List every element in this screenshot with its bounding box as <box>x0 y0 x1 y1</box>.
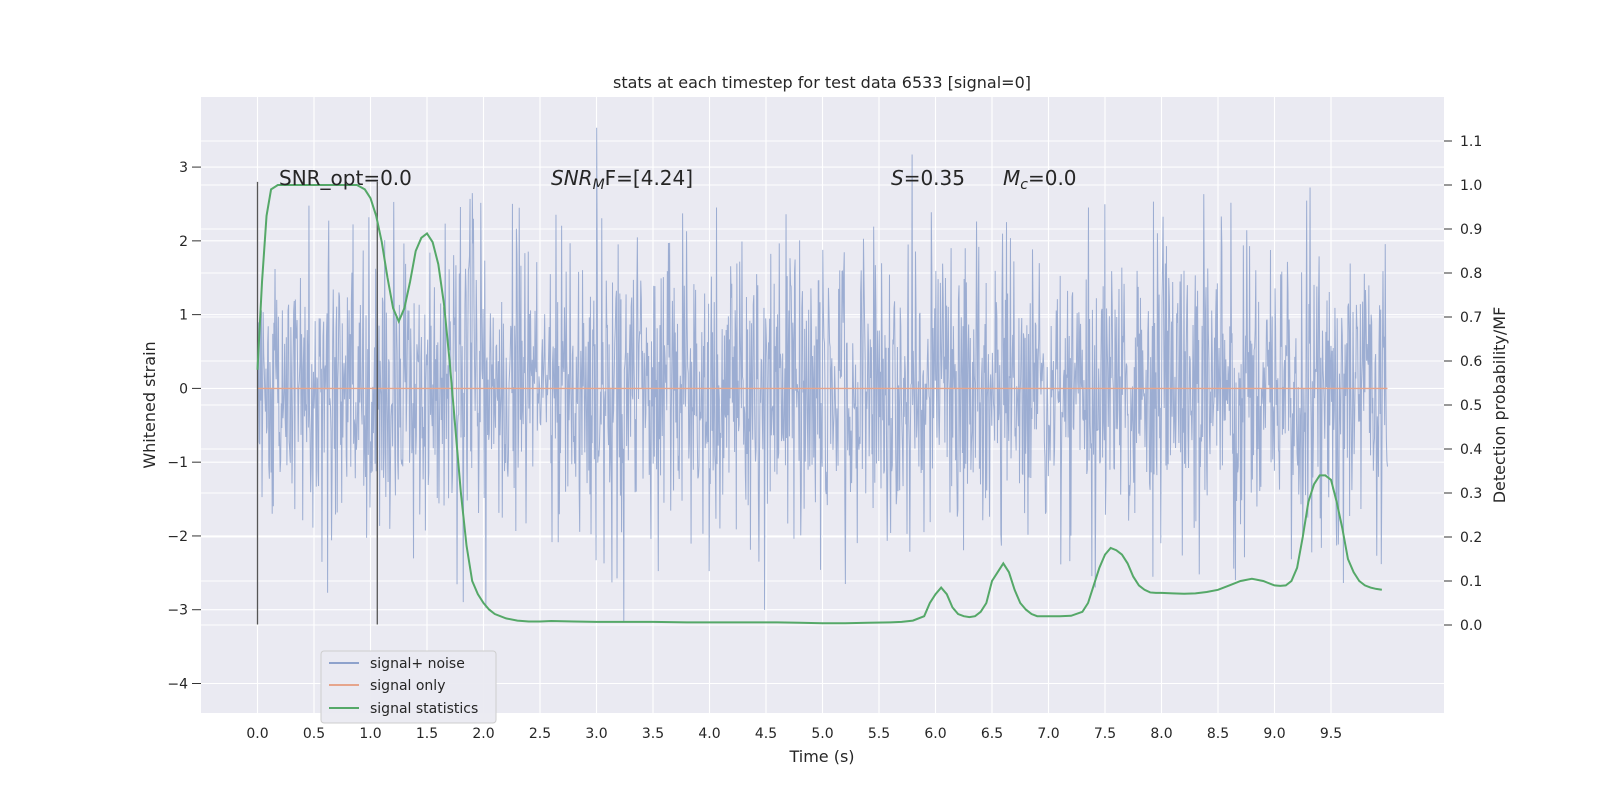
mc-subscript: c <box>1020 177 1028 193</box>
x-tick-label: 8.5 <box>1207 726 1229 742</box>
x-tick-label: 1.5 <box>416 726 438 742</box>
x-axis-label: Time (s) <box>788 747 854 766</box>
x-tick-label: 9.5 <box>1320 726 1342 742</box>
signal-noise-line <box>257 127 1388 622</box>
y-right-tick-label: 0.8 <box>1460 266 1482 282</box>
legend-label-signal-noise: signal+ noise <box>370 656 465 672</box>
annotation-snr-mf: SNRMF=[4.24] <box>551 166 693 193</box>
y-right-tick-label: 0.1 <box>1460 574 1482 590</box>
y-right-tick-label: 0.6 <box>1460 354 1482 370</box>
y-right-tick-label: 0.3 <box>1460 486 1482 502</box>
y-right-axis-label: Detection probability/MF <box>1490 307 1509 504</box>
x-tick-label: 5.0 <box>811 726 833 742</box>
x-tick-label: 6.0 <box>924 726 946 742</box>
y-right-tick-label: 1.0 <box>1460 178 1482 194</box>
signal-statistics-series <box>256 184 1383 625</box>
signal-statistics-line <box>256 184 1383 625</box>
x-tick-label: 1.0 <box>359 726 381 742</box>
y-tick-label: −3 <box>167 603 188 619</box>
y-right-tick-label: 0.9 <box>1460 222 1482 238</box>
x-tick-label: 6.5 <box>981 726 1003 742</box>
annotation-snr-opt: SNR_opt=0.0 <box>279 166 412 190</box>
snr-mf-value: F=[4.24] <box>605 166 693 190</box>
y-tick-label: 2 <box>179 234 188 250</box>
x-tick-label: 2.0 <box>472 726 494 742</box>
legend-label-signal-only: signal only <box>370 678 445 694</box>
y-axis-label: Whitened strain <box>140 341 159 468</box>
y-tick-label: −2 <box>167 529 188 545</box>
x-tick-label: 3.5 <box>642 726 664 742</box>
y-right-tick-label: 0.5 <box>1460 398 1482 414</box>
mc-symbol: M <box>1003 166 1020 190</box>
chart-title: stats at each timestep for test data 653… <box>613 73 1031 92</box>
y-right-tick-label: 0.2 <box>1460 530 1482 546</box>
x-tick-label: 8.0 <box>1150 726 1172 742</box>
x-tick-label: 9.0 <box>1263 726 1285 742</box>
s-value: =0.35 <box>904 166 965 190</box>
y-right-tick-label: 0.0 <box>1460 618 1482 634</box>
x-tick-label: 5.5 <box>868 726 890 742</box>
x-tick-label: 2.5 <box>529 726 551 742</box>
y-axis-ticks: 3 2 1 0 −1 −2 −3 −4 <box>167 160 201 692</box>
legend: signal+ noise signal only signal statist… <box>320 650 497 724</box>
y-right-axis-ticks: 0.0 0.1 0.2 0.3 0.4 0.5 0.6 0.7 0.8 0.9 1.0 1.1 <box>1444 134 1482 634</box>
x-tick-label: 4.5 <box>755 726 777 742</box>
y-tick-label: 3 <box>179 160 188 176</box>
y-tick-label: −4 <box>167 676 188 692</box>
y-tick-label: 0 <box>179 381 188 397</box>
x-tick-label: 4.0 <box>698 726 720 742</box>
signal-noise-series <box>257 127 1388 622</box>
legend-label-signal-statistics: signal statistics <box>370 701 478 717</box>
x-tick-label: 7.5 <box>1094 726 1116 742</box>
y-right-tick-label: 0.4 <box>1460 442 1482 458</box>
y-tick-label: 1 <box>179 308 188 324</box>
snr-mf-symbol: SNR <box>551 166 593 190</box>
s-symbol: S <box>891 166 904 190</box>
x-tick-label: 0.5 <box>303 726 325 742</box>
x-tick-label: 7.0 <box>1037 726 1059 742</box>
annotation-s: S=0.35 <box>891 166 965 190</box>
snr-mf-subscript: M <box>593 177 605 193</box>
y-tick-label: −1 <box>167 455 188 471</box>
x-tick-label: 0.0 <box>246 726 268 742</box>
y-right-tick-label: 1.1 <box>1460 134 1482 150</box>
vertical-markers <box>256 181 378 625</box>
annotation-mc: Mc=0.0 <box>1003 166 1077 193</box>
legend-box <box>320 650 497 724</box>
y-right-tick-label: 0.7 <box>1460 310 1482 326</box>
x-axis-ticks: 0.0 0.5 1.0 1.5 2.0 2.5 3.0 3.5 4.0 4.5 5.0 5.5 6.0 6… <box>246 726 1342 742</box>
x-tick-label: 3.0 <box>585 726 607 742</box>
mc-value: =0.0 <box>1028 166 1077 190</box>
